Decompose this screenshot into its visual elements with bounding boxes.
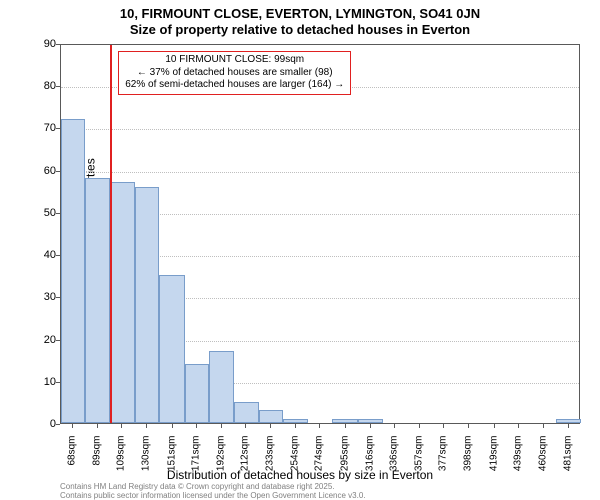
x-tick-mark	[568, 424, 569, 428]
x-tick-label: 151sqm	[166, 436, 177, 476]
x-tick-label: 171sqm	[190, 436, 201, 476]
credit-line-2: Contains public sector information licen…	[60, 491, 366, 500]
histogram-bar	[209, 351, 234, 423]
y-tick-label: 70	[44, 122, 56, 134]
x-tick-label: 377sqm	[438, 436, 449, 476]
x-tick-mark	[443, 424, 444, 428]
x-tick-label: 398sqm	[463, 436, 474, 476]
x-tick-mark	[97, 424, 98, 428]
y-tick-mark	[56, 340, 60, 341]
y-tick-label: 30	[44, 291, 56, 303]
chart-container: 10, FIRMOUNT CLOSE, EVERTON, LYMINGTON, …	[0, 0, 600, 500]
x-tick-label: 336sqm	[388, 436, 399, 476]
gridline	[61, 172, 579, 173]
reference-line	[110, 45, 112, 423]
credit-line-1: Contains HM Land Registry data © Crown c…	[60, 482, 335, 491]
x-tick-mark	[245, 424, 246, 428]
x-tick-label: 357sqm	[414, 436, 425, 476]
x-tick-label: 274sqm	[314, 436, 325, 476]
x-tick-label: 439sqm	[512, 436, 523, 476]
histogram-bar	[234, 402, 259, 423]
y-tick-label: 50	[44, 207, 56, 219]
x-tick-label: 295sqm	[339, 436, 350, 476]
histogram-bar	[358, 419, 383, 423]
chart-title-main: 10, FIRMOUNT CLOSE, EVERTON, LYMINGTON, …	[0, 6, 600, 21]
x-tick-mark	[419, 424, 420, 428]
x-tick-label: 89sqm	[92, 436, 103, 476]
histogram-bar	[61, 119, 85, 423]
x-tick-mark	[494, 424, 495, 428]
annotation-line-1: 10 FIRMOUNT CLOSE: 99sqm	[165, 54, 304, 65]
y-tick-label: 40	[44, 249, 56, 261]
x-tick-label: 419sqm	[488, 436, 499, 476]
x-tick-mark	[196, 424, 197, 428]
x-tick-mark	[172, 424, 173, 428]
y-tick-mark	[56, 382, 60, 383]
histogram-bar	[110, 182, 135, 423]
annotation-box: 10 FIRMOUNT CLOSE: 99sqm ← 37% of detache…	[118, 51, 351, 95]
x-tick-label: 192sqm	[215, 436, 226, 476]
x-tick-mark	[72, 424, 73, 428]
histogram-bar	[332, 419, 357, 423]
x-tick-mark	[121, 424, 122, 428]
histogram-bar	[283, 419, 308, 423]
y-tick-label: 60	[44, 165, 56, 177]
y-tick-mark	[56, 297, 60, 298]
x-tick-label: 130sqm	[141, 436, 152, 476]
histogram-bar	[185, 364, 209, 423]
x-tick-label: 481sqm	[562, 436, 573, 476]
credit-text: Contains HM Land Registry data © Crown c…	[60, 482, 366, 500]
histogram-bar	[159, 275, 184, 423]
x-tick-label: 68sqm	[67, 436, 78, 476]
x-tick-mark	[370, 424, 371, 428]
x-tick-mark	[394, 424, 395, 428]
gridline	[61, 129, 579, 130]
y-tick-label: 90	[44, 38, 56, 50]
x-tick-label: 212sqm	[239, 436, 250, 476]
x-tick-mark	[468, 424, 469, 428]
x-tick-label: 316sqm	[364, 436, 375, 476]
y-tick-mark	[56, 44, 60, 45]
y-tick-mark	[56, 213, 60, 214]
x-tick-mark	[295, 424, 296, 428]
histogram-bar	[259, 410, 283, 423]
x-tick-mark	[518, 424, 519, 428]
x-tick-mark	[319, 424, 320, 428]
x-tick-mark	[146, 424, 147, 428]
x-tick-mark	[221, 424, 222, 428]
histogram-bar	[85, 178, 110, 423]
annotation-line-2: ← 37% of detached houses are smaller (98…	[137, 67, 333, 78]
x-tick-label: 109sqm	[116, 436, 127, 476]
x-tick-mark	[345, 424, 346, 428]
y-tick-label: 10	[44, 376, 56, 388]
y-tick-label: 20	[44, 334, 56, 346]
y-tick-label: 80	[44, 80, 56, 92]
y-tick-mark	[56, 255, 60, 256]
x-tick-label: 460sqm	[537, 436, 548, 476]
histogram-bar	[556, 419, 581, 423]
x-tick-label: 233sqm	[265, 436, 276, 476]
y-tick-mark	[56, 128, 60, 129]
x-tick-mark	[270, 424, 271, 428]
plot-area: 10 FIRMOUNT CLOSE: 99sqm ← 37% of detache…	[60, 44, 580, 424]
annotation-line-3: 62% of semi-detached houses are larger (…	[125, 79, 344, 90]
x-tick-mark	[543, 424, 544, 428]
chart-title-sub: Size of property relative to detached ho…	[0, 22, 600, 37]
y-tick-mark	[56, 86, 60, 87]
histogram-bar	[135, 187, 159, 423]
x-tick-label: 254sqm	[290, 436, 301, 476]
y-tick-mark	[56, 424, 60, 425]
y-tick-mark	[56, 171, 60, 172]
